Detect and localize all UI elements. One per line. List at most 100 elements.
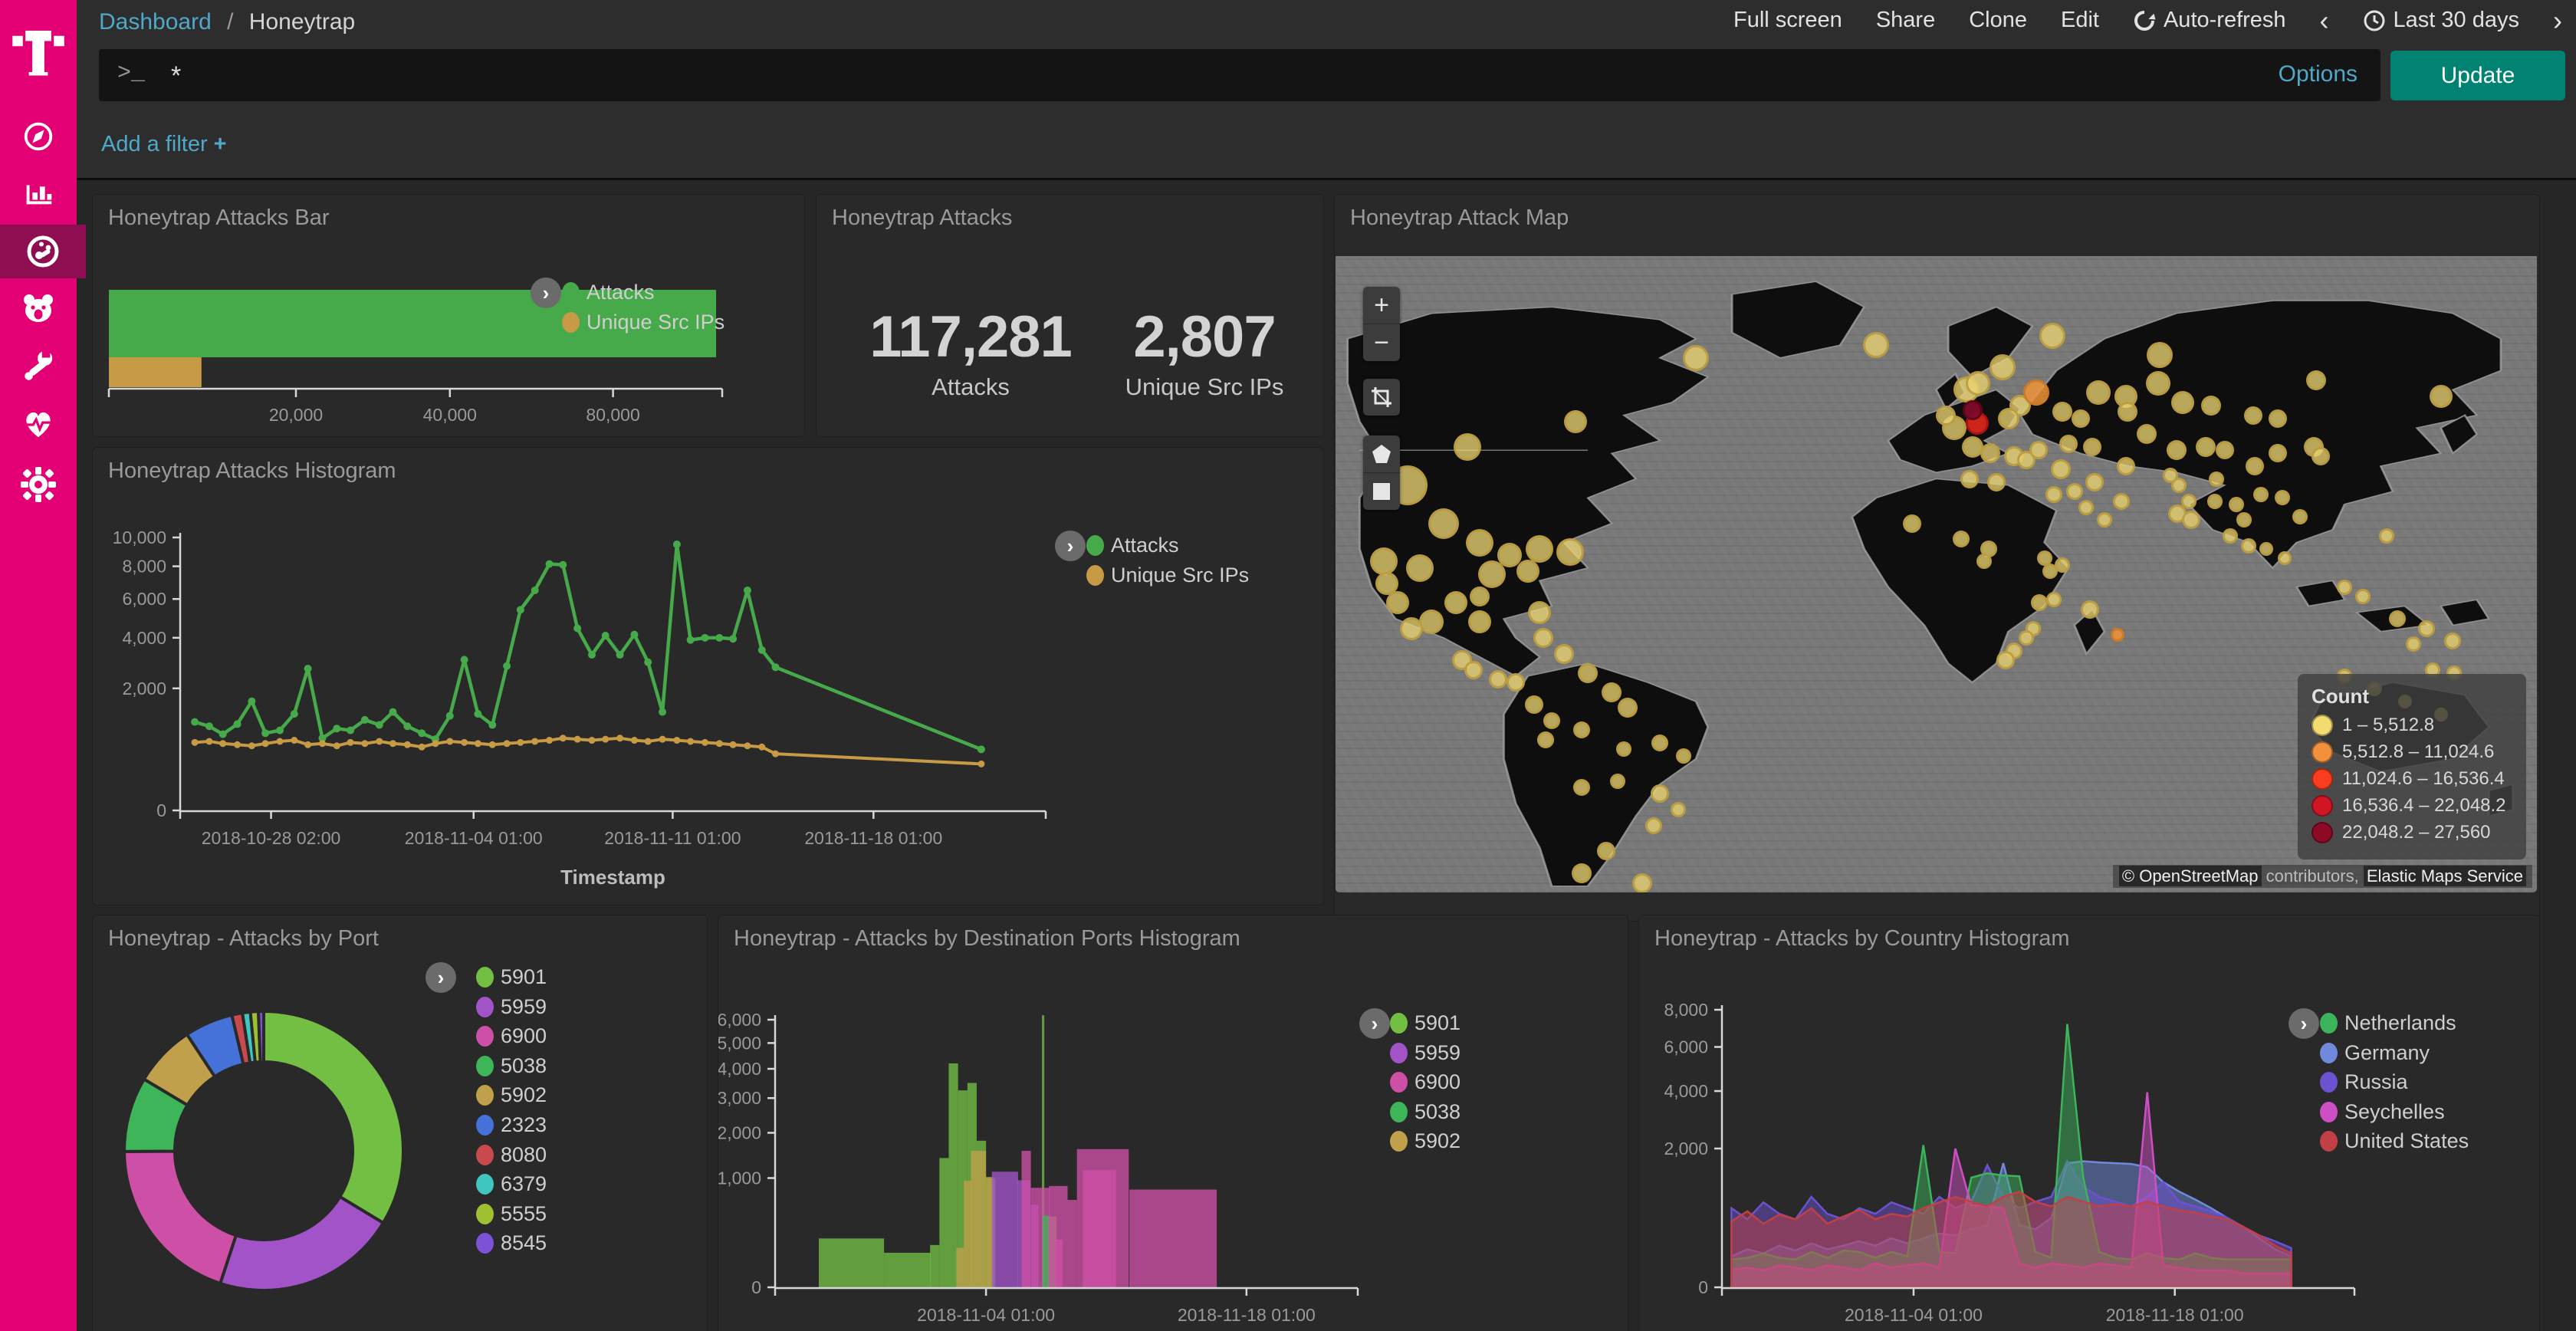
- legend-item-6900[interactable]: 6900: [1390, 1070, 1460, 1094]
- map-bubble[interactable]: [2379, 528, 2395, 544]
- map-bubble[interactable]: [2245, 456, 2264, 475]
- map-bubble[interactable]: [2215, 441, 2234, 460]
- map-bubble[interactable]: [1464, 660, 1484, 679]
- map-bubble[interactable]: [2085, 472, 2104, 491]
- sidebar-item-devtools[interactable]: [0, 340, 77, 393]
- map-bubble[interactable]: [2444, 633, 2462, 650]
- map-bubble[interactable]: [1903, 514, 1922, 533]
- share-button[interactable]: Share: [1875, 8, 1936, 32]
- map-bubble[interactable]: [1428, 508, 1460, 539]
- map-bubble[interactable]: [2083, 438, 2102, 456]
- map-bubble[interactable]: [2042, 563, 2058, 579]
- legend-item-netherlands[interactable]: Netherlands: [2320, 1011, 2456, 1035]
- legend-item-russia[interactable]: Russia: [2320, 1070, 2408, 1094]
- map-bubble[interactable]: [2112, 492, 2130, 510]
- map-bubble[interactable]: [1953, 531, 1970, 548]
- map-bubble[interactable]: [2031, 594, 2049, 612]
- map-bubble[interactable]: [2045, 486, 2063, 504]
- map-bubble[interactable]: [2389, 610, 2407, 628]
- map-bubble[interactable]: [2051, 459, 2072, 480]
- breadcrumb-dashboard-link[interactable]: Dashboard: [99, 9, 212, 35]
- map-bubble[interactable]: [1444, 591, 1467, 615]
- map-bubble[interactable]: [2195, 437, 2216, 457]
- map-bubble[interactable]: [1466, 528, 1494, 557]
- map-bubble[interactable]: [1497, 543, 1523, 568]
- t-mobile-logo[interactable]: [11, 18, 66, 84]
- query-options-link[interactable]: Options: [2278, 61, 2358, 87]
- map-bubble[interactable]: [1936, 405, 1957, 426]
- map-bubble[interactable]: [1533, 628, 1554, 648]
- map-bubble[interactable]: [2180, 493, 2196, 509]
- map-bubble[interactable]: [1375, 572, 1399, 596]
- time-range-picker[interactable]: Last 30 days: [2363, 8, 2519, 33]
- map-bubble[interactable]: [2305, 370, 2326, 390]
- map-bubble[interactable]: [2081, 600, 2100, 619]
- map-bubble[interactable]: [1596, 842, 1615, 861]
- map-bubble[interactable]: [2277, 551, 2292, 566]
- add-filter-link[interactable]: Add a filter +: [101, 132, 227, 156]
- sidebar-item-monitoring[interactable]: [0, 397, 77, 451]
- map-bubble[interactable]: [2244, 406, 2263, 425]
- ems-attribution-link[interactable]: Elastic Maps Service: [2363, 866, 2526, 886]
- legend-expand-icon[interactable]: ›: [2288, 1008, 2319, 1039]
- map-bubble[interactable]: [1578, 662, 1598, 683]
- legend-expand-icon[interactable]: ›: [426, 962, 456, 993]
- map-bubble[interactable]: [2268, 409, 2287, 428]
- map-bubble[interactable]: [2086, 380, 2111, 406]
- map-bubble[interactable]: [1683, 344, 1710, 371]
- map-bubble[interactable]: [2405, 636, 2421, 652]
- map-bubble[interactable]: [1989, 354, 2016, 381]
- map-bubble[interactable]: [1419, 610, 1444, 635]
- legend-item-unique-src-ips[interactable]: Unique Src IPs: [562, 311, 724, 334]
- legend-item-unique-src-ips[interactable]: Unique Src IPs: [1086, 564, 1249, 587]
- map-bubble[interactable]: [1524, 695, 1543, 715]
- map-bubble[interactable]: [2046, 592, 2062, 608]
- map-bubble[interactable]: [1537, 731, 1555, 748]
- map-bubble[interactable]: [2201, 396, 2222, 416]
- map-bubble[interactable]: [1470, 587, 1490, 607]
- map-bubble[interactable]: [1651, 784, 1670, 804]
- map-bubble[interactable]: [2022, 380, 2049, 406]
- legend-item-attacks[interactable]: Attacks: [1086, 534, 1179, 557]
- legend-item-6379[interactable]: 6379: [476, 1172, 547, 1196]
- legend-item-5959[interactable]: 5959: [1390, 1041, 1460, 1065]
- map-bubble[interactable]: [2146, 341, 2173, 368]
- map-bubble[interactable]: [1976, 554, 1993, 570]
- sidebar-item-management[interactable]: [0, 458, 77, 511]
- map-bubble[interactable]: [2207, 493, 2223, 509]
- map-bubble[interactable]: [2078, 499, 2095, 515]
- map-bubble[interactable]: [1997, 407, 2019, 429]
- full-screen-button[interactable]: Full screen: [1733, 8, 1842, 32]
- map-bubble[interactable]: [1553, 643, 1574, 664]
- time-forward-button[interactable]: ›: [2553, 5, 2562, 36]
- legend-item-attacks[interactable]: Attacks: [562, 281, 655, 304]
- auto-refresh-button[interactable]: Auto-refresh: [2133, 8, 2286, 33]
- map-bubble[interactable]: [1670, 802, 1686, 818]
- map-bubble[interactable]: [2117, 402, 2137, 422]
- map-bubble[interactable]: [1602, 682, 1622, 702]
- map-bubble[interactable]: [1506, 673, 1526, 692]
- map-bubble[interactable]: [1556, 537, 1584, 566]
- map-bubble[interactable]: [1617, 698, 1638, 718]
- legend-item-8080[interactable]: 8080: [476, 1143, 547, 1167]
- map-bubble[interactable]: [1616, 741, 1632, 758]
- map-bubble[interactable]: [2096, 512, 2112, 528]
- map-bubble[interactable]: [2236, 512, 2252, 528]
- draw-rectangle-button[interactable]: [1363, 472, 1400, 510]
- map-bubble[interactable]: [1651, 734, 1669, 751]
- map-bubble[interactable]: [1572, 863, 1592, 884]
- map-bubble[interactable]: [2055, 557, 2071, 573]
- map-bubble[interactable]: [2274, 490, 2290, 506]
- map-bubble[interactable]: [2111, 627, 2125, 642]
- map-bubble[interactable]: [1369, 547, 1398, 576]
- map-bubble[interactable]: [1645, 817, 1663, 834]
- map-bubble[interactable]: [1676, 748, 1692, 764]
- map-bubble[interactable]: [2417, 619, 2435, 637]
- map-bubble[interactable]: [1454, 433, 1482, 461]
- map-bubble[interactable]: [1631, 873, 1652, 892]
- draw-polygon-button[interactable]: [1363, 435, 1400, 472]
- map-bubble[interactable]: [1966, 371, 1991, 396]
- map-bubble[interactable]: [2354, 589, 2371, 605]
- map-bubble[interactable]: [2039, 322, 2066, 349]
- clone-button[interactable]: Clone: [1969, 8, 2027, 32]
